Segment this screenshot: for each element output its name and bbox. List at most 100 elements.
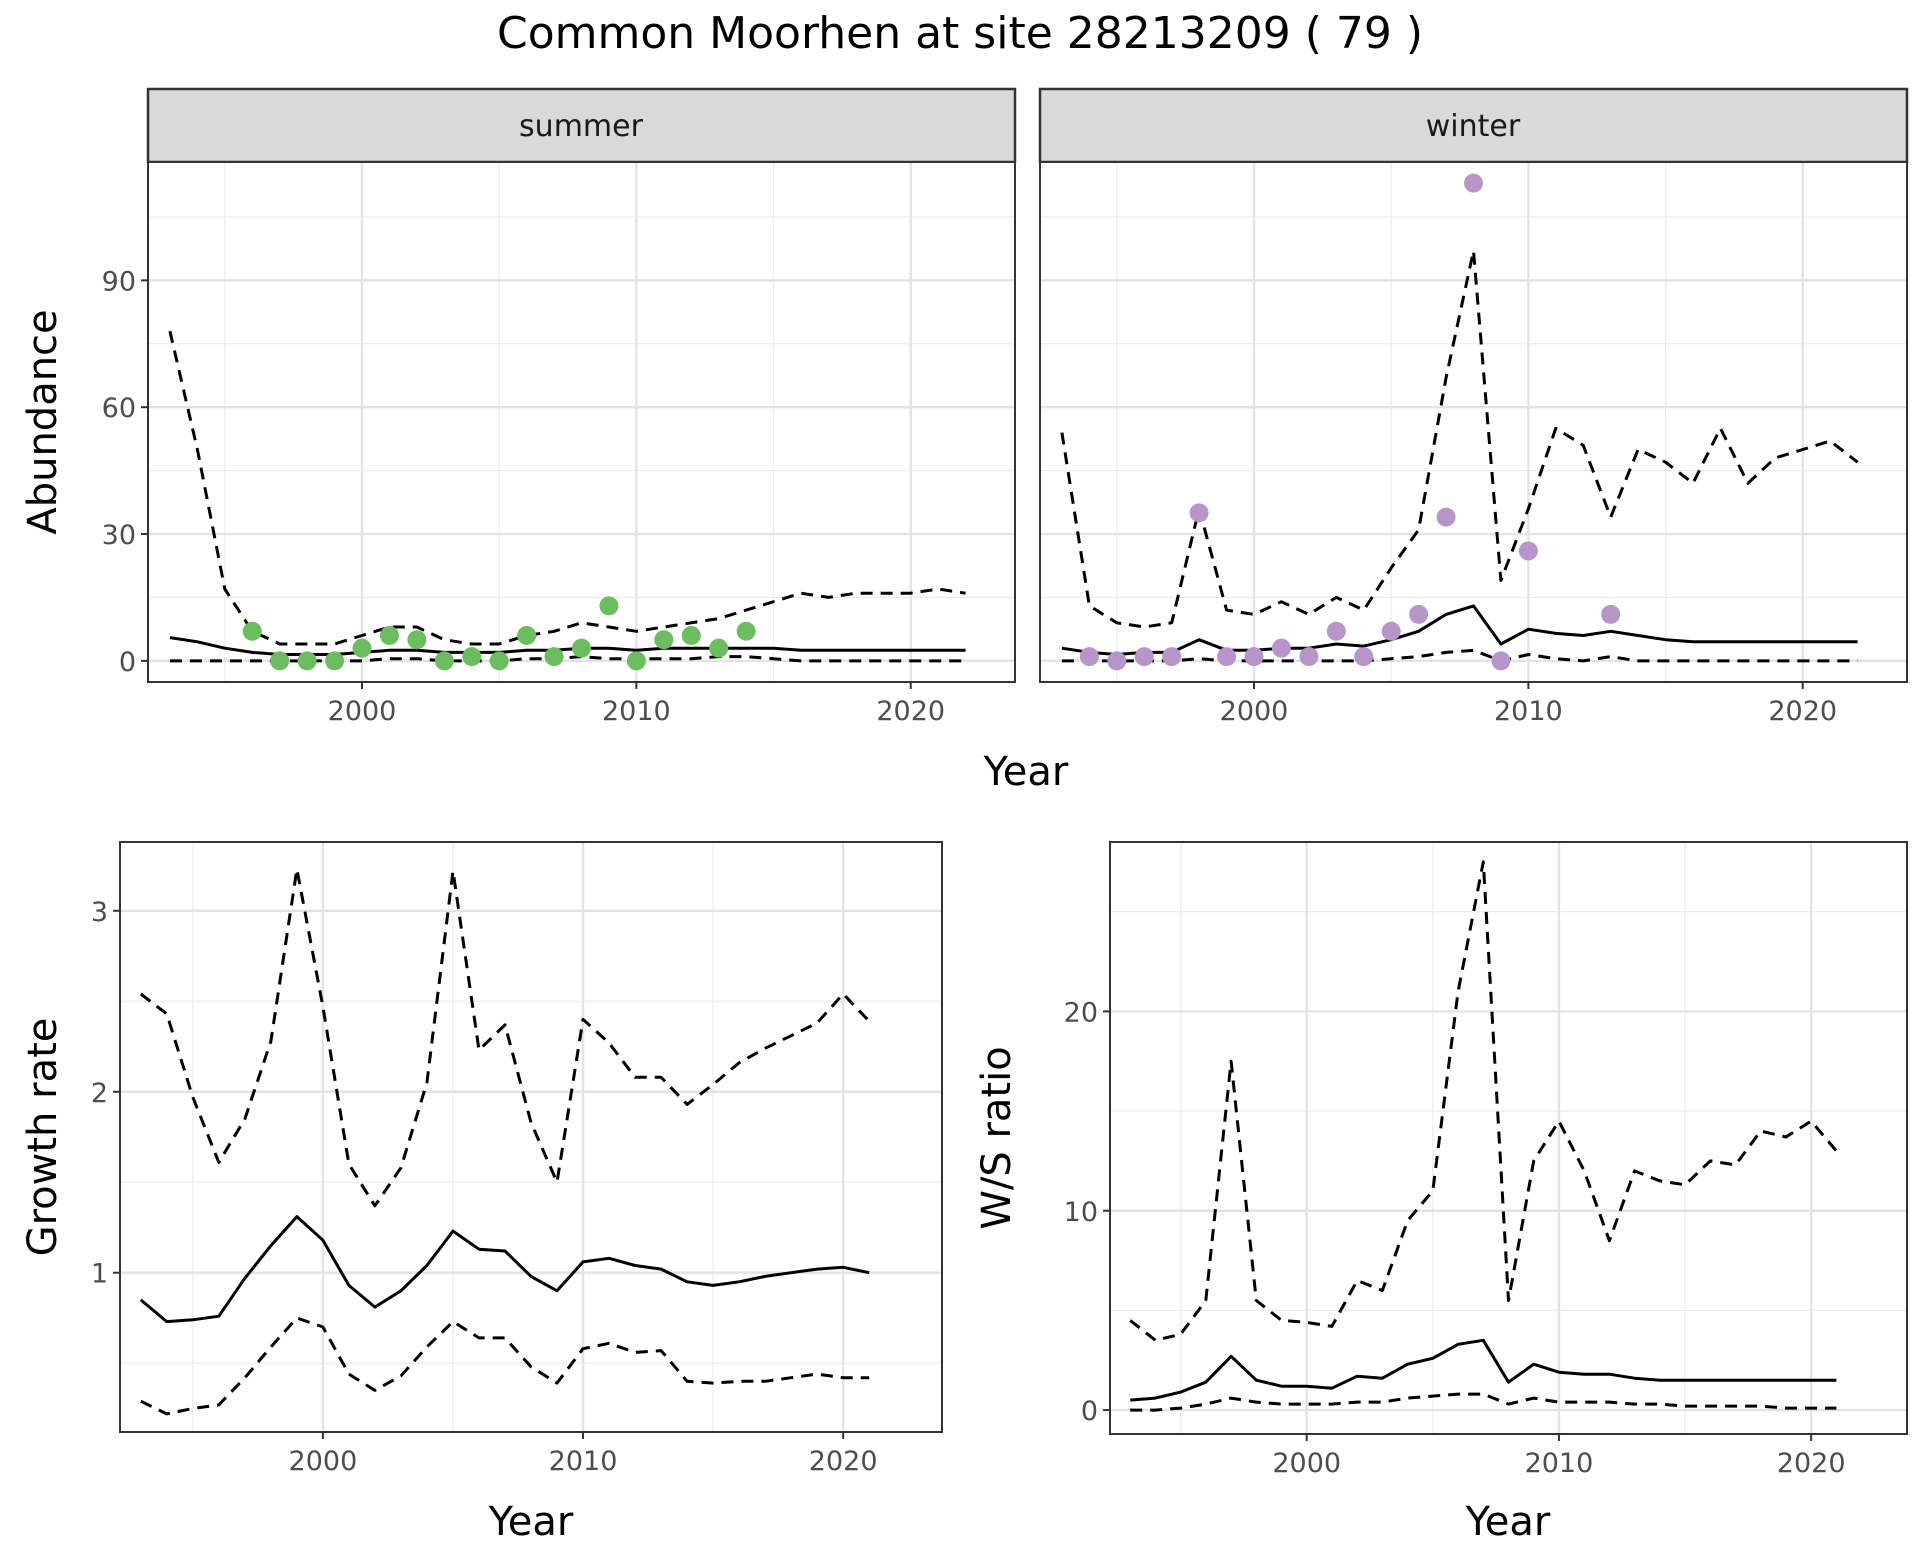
x-axis-title-abundance: Year: [983, 749, 1069, 795]
x-axis-title-growth: Year: [488, 1499, 574, 1545]
observed-count-point: [352, 638, 372, 658]
observed-count-point: [517, 625, 537, 645]
x-tick-label: 2010: [549, 1446, 618, 1477]
abundance-winter-panel: winter 2000 2010 2020: [1038, 87, 1909, 727]
observed-count-point: [1491, 651, 1511, 671]
x-tick-label: 2000: [1272, 1448, 1341, 1479]
y-tick-label: 10: [1064, 1197, 1098, 1228]
panel-background-winter: [1040, 162, 1907, 682]
observed-count-point: [1189, 503, 1209, 523]
panel-background-summer: [148, 162, 1015, 682]
observed-count-point: [1409, 604, 1429, 624]
observed-count-point: [462, 647, 482, 667]
y-tick-label: 3: [91, 897, 108, 928]
observed-count-point: [489, 651, 509, 671]
y-axis-title-abundance: Abundance: [20, 309, 66, 534]
x-tick-label: 2000: [328, 696, 397, 727]
upper-bound-line: [168, 330, 966, 646]
observed-count-point: [242, 621, 262, 641]
x-axis-winter: 2000 2010 2020: [1220, 682, 1837, 727]
y-axis-title-growth: Growth rate: [20, 1018, 66, 1257]
y-tick-label: 0: [1081, 1396, 1098, 1427]
y-tick-label: 20: [1064, 997, 1098, 1028]
observed-count-point: [1601, 604, 1621, 624]
upper-bound-line: [1129, 860, 1838, 1342]
x-tick-label: 2010: [1494, 696, 1563, 727]
x-tick-label: 2000: [289, 1446, 358, 1477]
ratio-panel: 2000 2010 2020 0 10 20: [1064, 841, 1908, 1479]
observed-count-point: [379, 625, 399, 645]
panel-border-summer: [147, 161, 1016, 683]
lower-bound-line: [169, 655, 966, 663]
y-tick-label: 2: [91, 1078, 108, 1109]
x-axis-title-ratio: Year: [1465, 1499, 1551, 1545]
observed-count-point: [1436, 507, 1456, 527]
y-axis-title-ratio: W/S ratio: [974, 1046, 1020, 1229]
estimate-line: [1061, 604, 1858, 656]
x-axis-ratio: 2000 2010 2020: [1272, 1434, 1846, 1479]
observed-count-point: [1079, 647, 1099, 667]
figure-title: Common Moorhen at site 28213209 ( 79 ): [497, 8, 1423, 59]
x-axis-growth: 2000 2010 2020: [289, 1432, 878, 1477]
strip-summer: [146, 87, 1017, 164]
x-tick-label: 2010: [1525, 1448, 1594, 1479]
strip-label-summer: summer: [519, 109, 644, 144]
x-tick-label: 2020: [876, 696, 945, 727]
lower-bound-line: [1061, 648, 1858, 663]
abundance-summer-panel: summer 2000 2010 2020: [146, 87, 1017, 727]
observed-count-point: [654, 630, 674, 650]
x-tick-label: 2020: [809, 1446, 878, 1477]
x-tick-label: 2020: [1768, 696, 1837, 727]
observed-count-point: [1162, 647, 1182, 667]
panel-border-growth: [119, 841, 943, 1433]
observed-count-point: [270, 651, 290, 671]
observed-count-point: [325, 651, 345, 671]
upper-bound-line: [1060, 249, 1859, 629]
observed-count-point: [572, 638, 591, 658]
y-tick-label: 0: [119, 647, 136, 678]
y-axis-ratio: 0 10 20: [1064, 997, 1110, 1427]
observed-count-point: [1244, 647, 1264, 667]
observed-count-point: [544, 647, 564, 667]
x-tick-label: 2010: [602, 696, 671, 727]
y-tick-label: 60: [102, 393, 136, 424]
panel-border-winter: [1039, 161, 1908, 683]
points-summer: [242, 596, 756, 671]
gridlines-growth: [120, 842, 942, 1432]
growth-panel: 2000 2010 2020 1 2 3: [91, 841, 943, 1477]
series-winter: [1060, 249, 1859, 663]
observed-count-point: [599, 596, 619, 616]
observed-count-point: [1107, 651, 1127, 671]
panel-background-ratio: [1110, 842, 1907, 1434]
observed-count-point: [626, 651, 646, 671]
observed-count-point: [1464, 173, 1483, 193]
observed-count-point: [1354, 647, 1374, 667]
observed-count-point: [1217, 647, 1237, 667]
y-tick-label: 90: [102, 266, 136, 297]
y-axis-abundance: 0 30 60 90: [102, 266, 148, 678]
gridlines-ratio: [1110, 842, 1907, 1434]
observed-count-point: [1134, 647, 1154, 667]
points-winter: [1079, 173, 1621, 671]
observed-count-point: [1326, 621, 1346, 641]
observed-count-point: [434, 651, 454, 671]
observed-count-point: [709, 638, 729, 658]
x-tick-label: 2020: [1777, 1448, 1846, 1479]
series-ratio: [1129, 860, 1838, 1412]
y-tick-label: 1: [91, 1259, 108, 1290]
observed-count-point: [736, 621, 756, 641]
observed-count-point: [1381, 621, 1401, 641]
observed-count-point: [1271, 638, 1291, 658]
strip-label-winter: winter: [1426, 109, 1521, 144]
y-axis-growth: 1 2 3: [91, 897, 120, 1290]
observed-count-point: [1518, 541, 1538, 561]
observed-count-point: [1299, 647, 1319, 667]
panel-background-growth: [120, 842, 942, 1432]
observed-count-point: [407, 630, 427, 650]
series-growth: [139, 867, 871, 1416]
observed-count-point: [297, 651, 317, 671]
estimate-line: [139, 1215, 870, 1324]
x-axis-summer: 2000 2010 2020: [328, 682, 945, 727]
estimate-line: [1130, 1338, 1837, 1402]
